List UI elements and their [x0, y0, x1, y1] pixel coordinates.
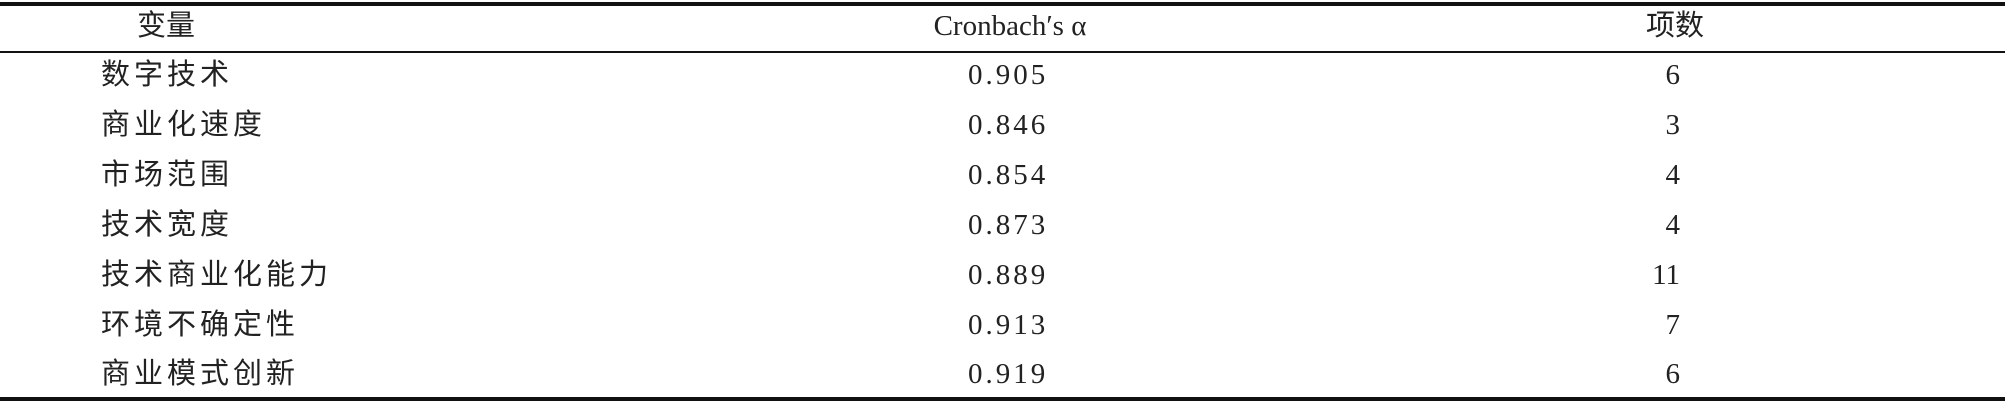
items-cell: 11: [1652, 258, 1680, 291]
variable-cell: 商业化速度: [101, 108, 267, 141]
alpha-cell: 0.905: [968, 59, 1049, 91]
variable-cell: 商业模式创新: [101, 358, 300, 391]
alpha-cell: 0.913: [968, 308, 1049, 341]
header-cell: 变量: [136, 10, 195, 42]
variable-cell: 技术商业化能力: [101, 258, 333, 291]
items-cell: 4: [1665, 208, 1681, 241]
variable-cell: 技术宽度: [101, 208, 234, 241]
variable-cell: 环境不确定性: [101, 308, 300, 341]
alpha-cell: 0.846: [968, 108, 1049, 141]
items-cell: 6: [1665, 358, 1681, 391]
bottom-rule: [0, 397, 2005, 401]
header-rule: [0, 51, 2005, 53]
alpha-cell: 0.889: [968, 258, 1049, 291]
header-cell: Cronbach′s α: [933, 10, 1087, 42]
alpha-cell: 0.873: [968, 208, 1049, 241]
variable-cell: 数字技术: [101, 59, 234, 91]
alpha-cell: 0.854: [968, 158, 1049, 191]
top-rule: [0, 2, 2005, 6]
items-cell: 3: [1665, 108, 1681, 141]
items-cell: 4: [1665, 158, 1681, 191]
items-cell: 7: [1665, 308, 1681, 341]
alpha-cell: 0.919: [968, 358, 1049, 391]
items-cell: 6: [1665, 59, 1681, 91]
header-cell: 项数: [1645, 10, 1704, 42]
variable-cell: 市场范围: [101, 158, 234, 191]
